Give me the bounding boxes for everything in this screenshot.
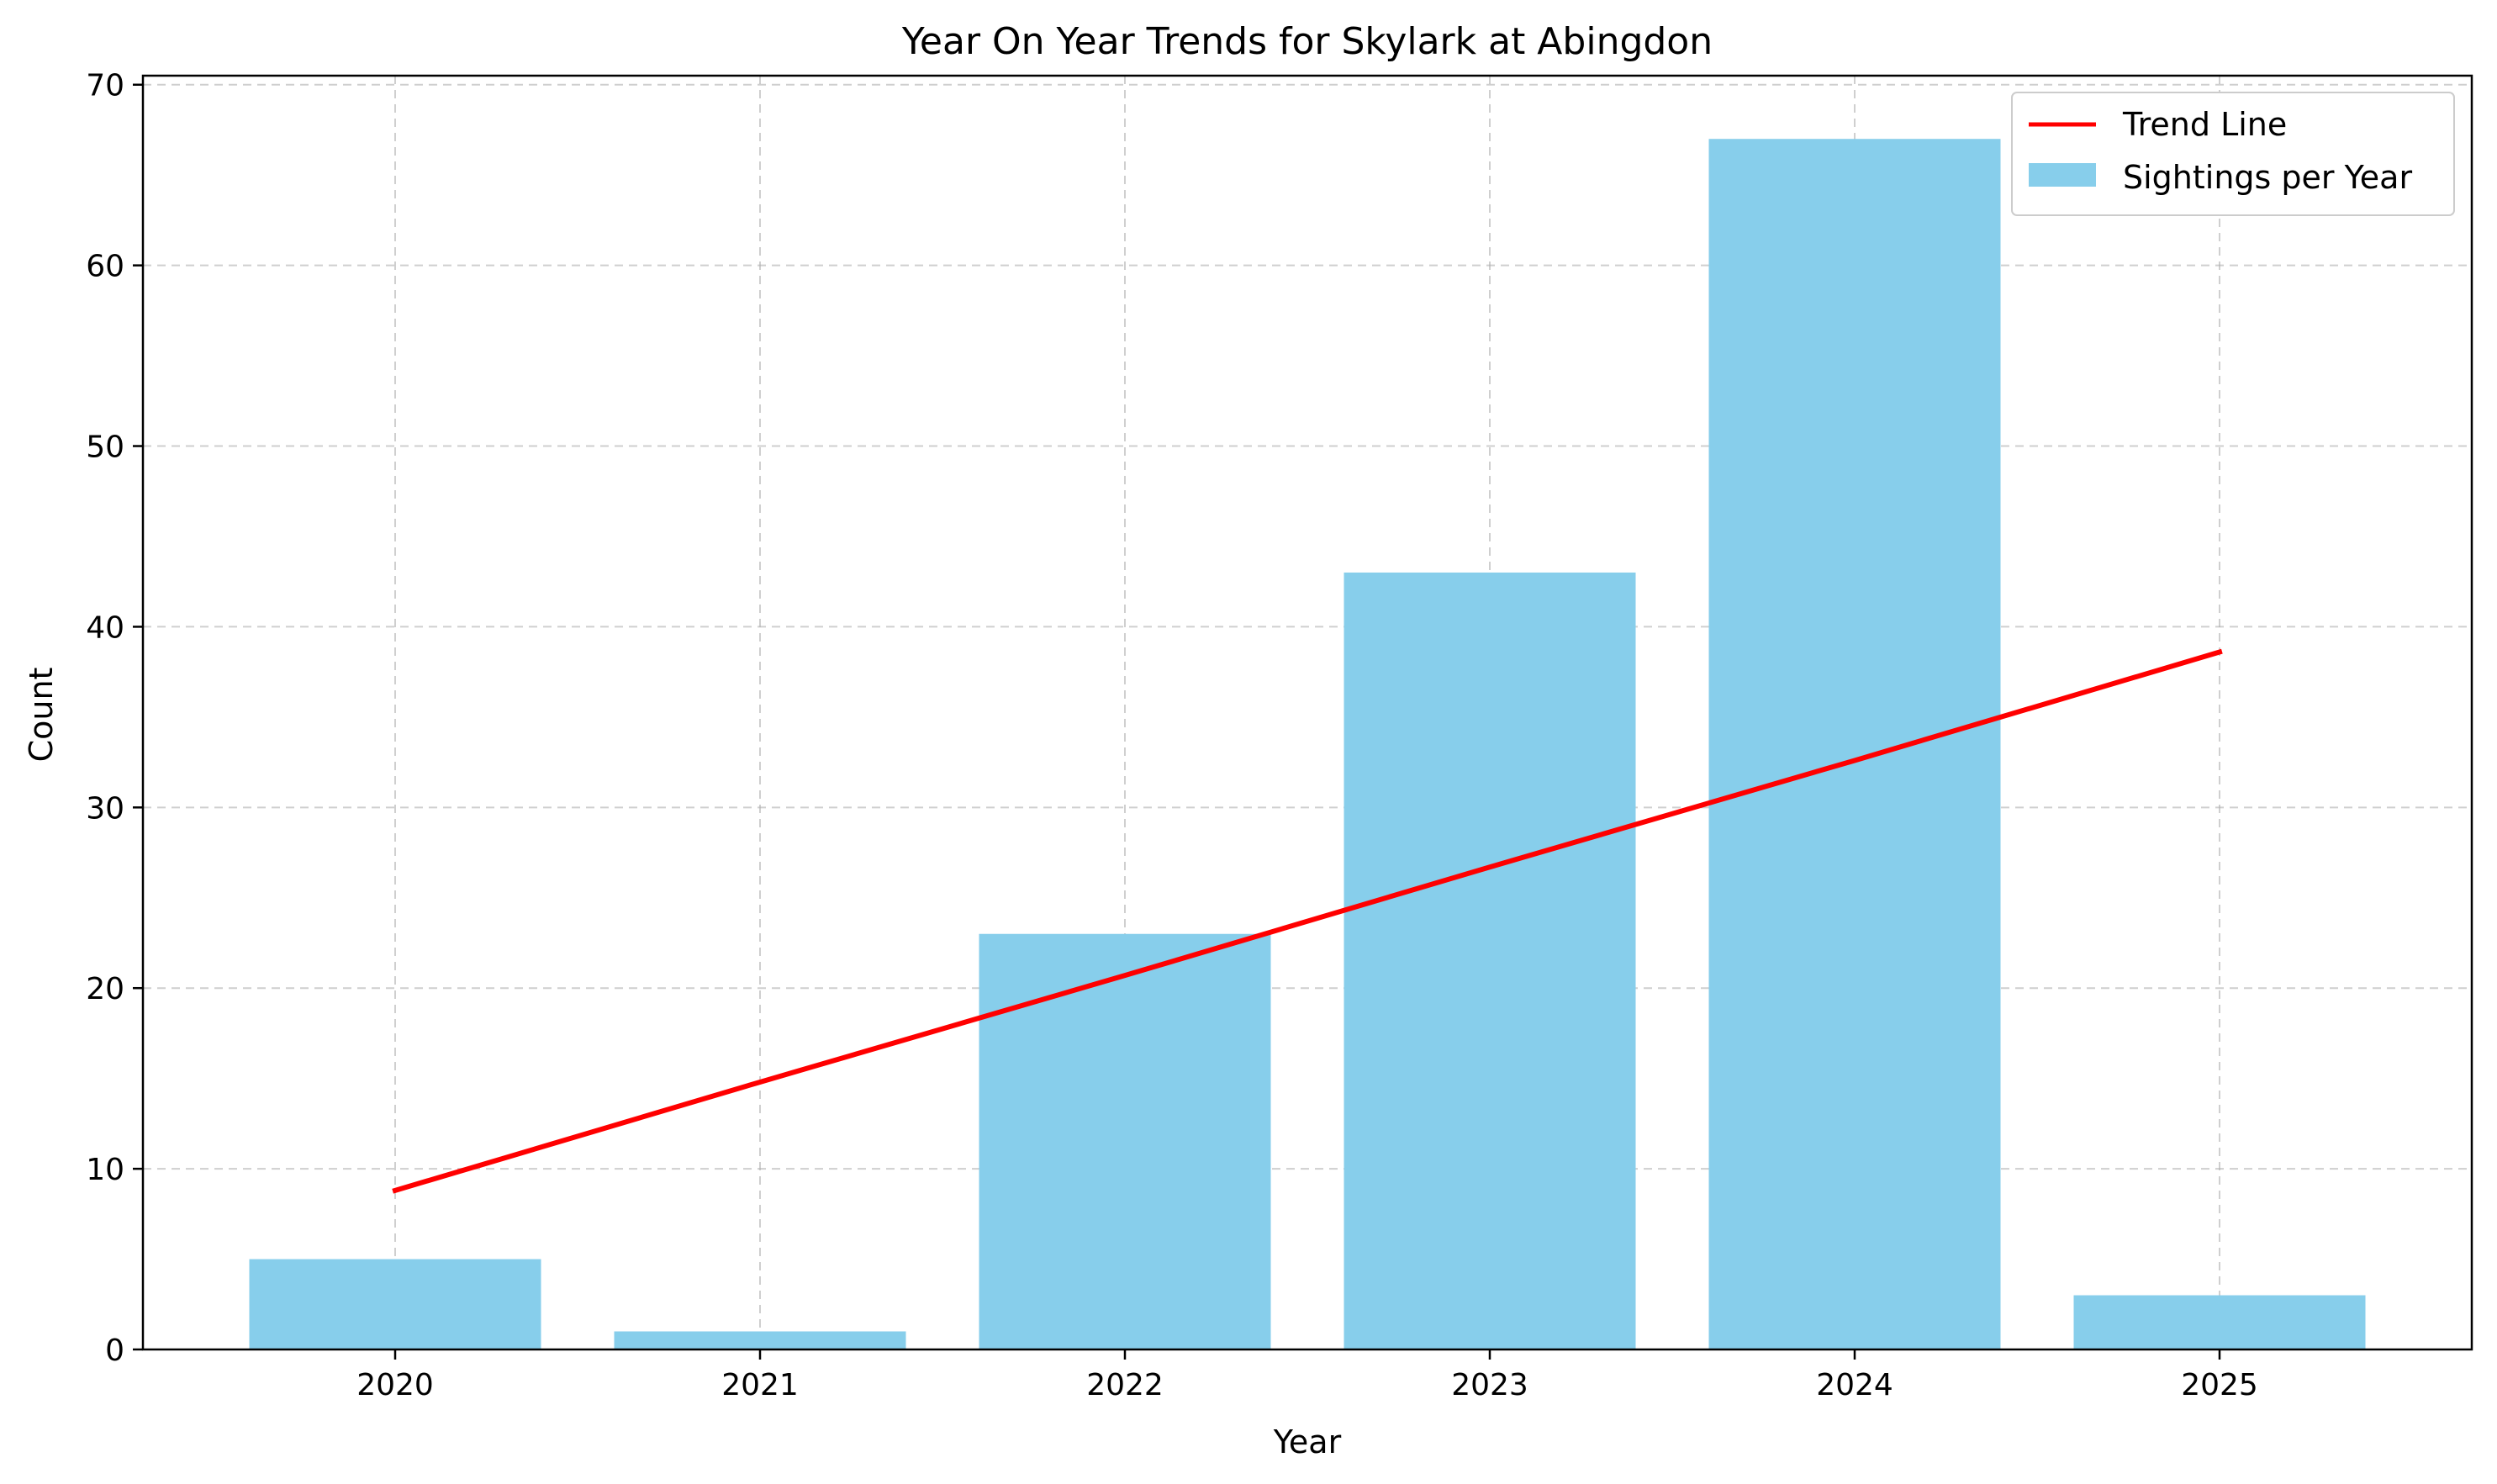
x-tick-label: 2024: [1816, 1368, 1893, 1402]
y-axis: 0 10 20 30 40 50 60 70: [86, 69, 143, 1368]
bar-2020: [249, 1259, 541, 1349]
legend-sightings-label: Sightings per Year: [2123, 159, 2412, 196]
plot-frame: [141, 74, 2473, 1351]
y-tick-label: 50: [86, 430, 124, 465]
bar-2025: [2073, 1295, 2366, 1349]
y-tick-label: 10: [86, 1153, 124, 1187]
trend-line: [392, 648, 2223, 1194]
y-tick-label: 70: [86, 69, 124, 103]
x-tick-label: 2020: [356, 1368, 434, 1402]
legend-box: [2011, 92, 2455, 216]
y-tick-label: 30: [86, 791, 124, 826]
y-axis-title: Count: [23, 668, 60, 763]
x-tick-label: 2022: [1086, 1368, 1164, 1402]
bar-2022: [979, 933, 1271, 1349]
x-axis: 2020 2021 2022 2023 2024 2025: [356, 1349, 2258, 1402]
legend-trend-line-label: Trend Line: [2122, 106, 2287, 143]
bars: [249, 139, 2366, 1349]
legend: Trend Line Sightings per Year: [2011, 92, 2455, 216]
legend-sightings-swatch: [2029, 163, 2096, 187]
x-tick-label: 2025: [2181, 1368, 2258, 1402]
y-tick-label: 40: [86, 610, 124, 645]
bar-2023: [1344, 572, 1636, 1349]
y-tick-label: 60: [86, 250, 124, 284]
trend-line-layer: [392, 648, 2223, 1194]
y-tick-label: 20: [86, 972, 124, 1006]
x-tick-label: 2021: [721, 1368, 799, 1402]
bar-2021: [614, 1331, 906, 1349]
chart-title: Year On Year Trends for Skylark at Abing…: [901, 20, 1713, 63]
x-tick-label: 2023: [1451, 1368, 1528, 1402]
y-tick-label: 0: [105, 1333, 124, 1368]
bar-2024: [1708, 139, 2001, 1349]
x-axis-title: Year: [1273, 1423, 1342, 1460]
